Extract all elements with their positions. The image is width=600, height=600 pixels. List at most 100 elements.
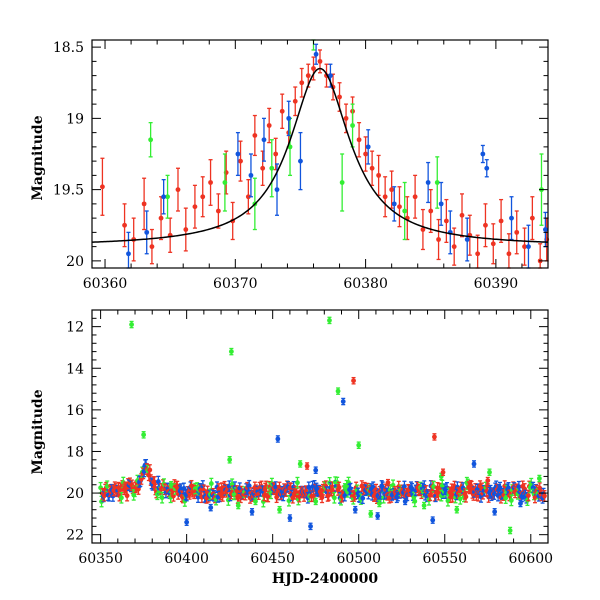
- blue-outlier-point: [402, 497, 408, 506]
- red-data-point: [305, 63, 311, 88]
- red-data-point: [122, 203, 127, 248]
- green-outlier-point: [313, 497, 319, 506]
- green-outlier-point: [356, 441, 362, 449]
- green-data-point: [119, 491, 124, 504]
- red-data-point: [525, 489, 531, 502]
- blue-data-point: [425, 161, 431, 204]
- blue-data-point: [155, 475, 161, 488]
- blue-outlier-point: [340, 397, 346, 406]
- red-data-point: [369, 150, 375, 187]
- red-data-point: [529, 196, 535, 241]
- blue-data-point: [298, 131, 303, 191]
- green-data-point: [331, 491, 337, 504]
- x-tick-label: 60450: [250, 551, 295, 567]
- red-outlier-point: [351, 376, 356, 385]
- red-data-point: [404, 196, 410, 241]
- x-tick-label: 60600: [509, 551, 554, 567]
- red-data-point: [436, 218, 441, 261]
- green-outlier-point: [507, 526, 513, 535]
- blue-data-point: [484, 159, 490, 178]
- green-outlier-point: [277, 505, 282, 514]
- red-data-point: [299, 67, 305, 98]
- y-tick-label: 22: [66, 528, 84, 544]
- green-data-point: [260, 495, 266, 508]
- green-outlier-point: [168, 480, 174, 489]
- red-data-point: [463, 490, 469, 503]
- blue-outlier-point: [313, 466, 319, 474]
- blue-outlier-point: [287, 514, 293, 522]
- panel-top: 60360 60370 60380 60390 18.5 19 19.5 20 Magnitu…: [30, 39, 550, 292]
- green-outlier-point: [227, 456, 233, 464]
- y-tick-label: 18.5: [53, 40, 84, 56]
- red-data-point: [382, 176, 388, 218]
- red-data-point: [141, 177, 147, 231]
- red-outlier-point: [432, 433, 437, 441]
- green-outlier-point: [228, 347, 234, 356]
- red-data-point: [397, 186, 402, 228]
- red-outlier-point: [304, 462, 310, 470]
- green-data-point: [269, 139, 275, 198]
- green-data-point: [286, 494, 292, 507]
- y-tick-label: 14: [66, 361, 84, 377]
- top-plot-area: [91, 39, 550, 269]
- red-data-point: [292, 86, 298, 117]
- red-data-point: [498, 198, 504, 244]
- red-data-point: [412, 174, 418, 219]
- top-y-axis-title: Magnitude: [30, 115, 46, 200]
- red-data-point: [208, 159, 213, 206]
- red-data-point: [175, 167, 181, 212]
- green-outlier-point: [376, 499, 382, 508]
- blue-data-point: [497, 481, 503, 494]
- x-tick-label: 60370: [213, 276, 258, 292]
- red-data-point: [324, 63, 329, 88]
- panel-bottom: 60350 60400 60450 60500 60550 60600 12 14 16 18 20…: [30, 309, 554, 587]
- green-outlier-point: [141, 431, 147, 439]
- blue-data-point: [126, 231, 131, 269]
- blue-data-point: [144, 210, 150, 255]
- bottom-plot-area: [98, 316, 547, 535]
- blue-outlier-point: [275, 435, 281, 443]
- y-tick-label: 19.5: [53, 183, 84, 199]
- green-outlier-point: [297, 460, 303, 468]
- blue-data-point: [286, 100, 292, 137]
- green-data-point: [222, 153, 228, 212]
- blue-outlier-point: [471, 460, 477, 468]
- blue-data-point: [273, 481, 279, 493]
- green-data-point: [208, 477, 214, 490]
- green-outlier-point: [129, 320, 134, 329]
- green-data-point: [159, 491, 165, 504]
- blue-outlier-point: [352, 505, 358, 514]
- green-outlier-point: [342, 483, 348, 491]
- red-data-point: [192, 184, 198, 229]
- green-outlier-point: [335, 387, 341, 395]
- green-outlier-point: [438, 472, 444, 481]
- red-data-point: [522, 227, 527, 266]
- red-data-point: [483, 203, 488, 248]
- model-curve: [91, 67, 549, 243]
- green-outlier-point: [253, 497, 258, 506]
- x-tick-label: 60400: [164, 551, 209, 567]
- blue-data-point: [438, 181, 444, 226]
- x-tick-label: 60380: [343, 276, 388, 292]
- green-data-point: [148, 122, 154, 158]
- red-data-point: [356, 122, 362, 158]
- red-data-point: [260, 150, 266, 187]
- blue-data-point: [261, 117, 267, 162]
- green-outlier-point: [536, 474, 542, 483]
- red-data-point: [200, 176, 206, 218]
- green-outlier-point: [235, 501, 241, 510]
- bottom-x-axis-title: HJD-2400000: [272, 571, 379, 587]
- red-data-point: [149, 228, 155, 265]
- red-data-point: [215, 193, 221, 229]
- y-tick-label: 20: [66, 486, 84, 502]
- red-data-point: [428, 188, 434, 234]
- blue-outlier-point: [492, 508, 498, 516]
- blue-data-point: [235, 131, 241, 177]
- green-outlier-point: [421, 501, 427, 510]
- blue-outlier-point: [208, 503, 214, 512]
- x-tick-label: 60360: [83, 276, 128, 292]
- red-data-point: [279, 93, 285, 130]
- blue-outlier-point: [184, 518, 190, 526]
- red-data-point: [443, 198, 449, 244]
